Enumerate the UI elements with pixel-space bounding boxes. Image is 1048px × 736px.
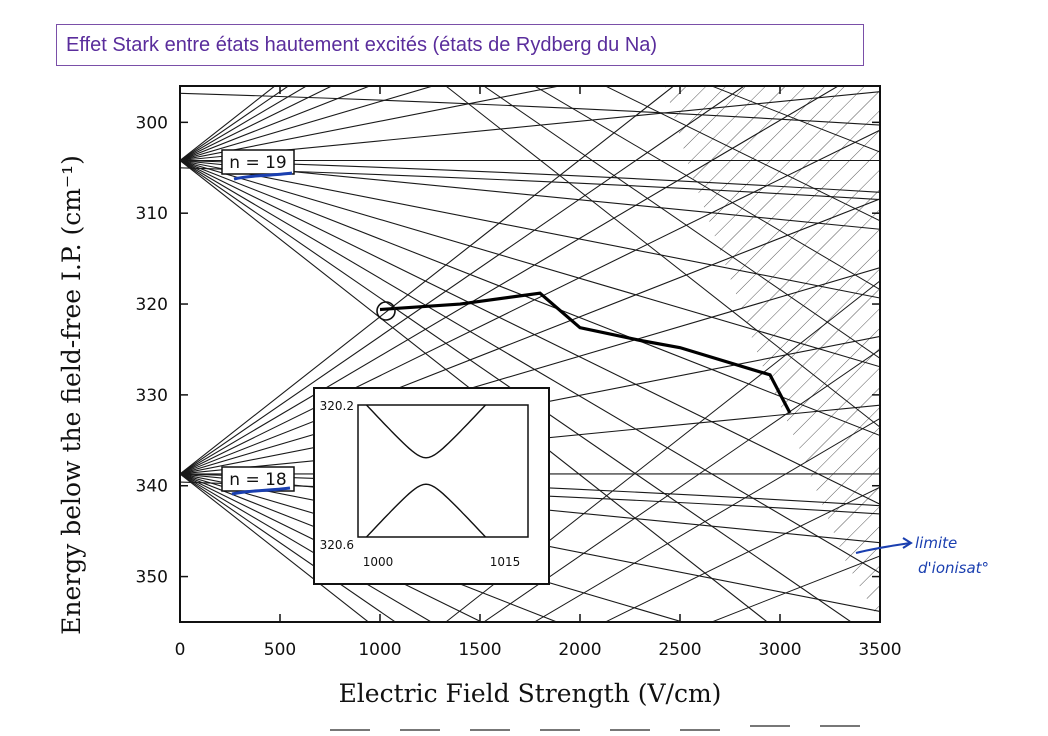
x-tick-label: 3000 — [758, 640, 801, 660]
slide-title: Effet Stark entre états hautement excité… — [56, 24, 864, 66]
inset-panel: 320.2 320.6 1000 1015 — [313, 387, 550, 585]
stark-level-n=19 — [180, 160, 880, 574]
stark-level-n=19 — [180, 91, 880, 162]
stark-level-n=19 — [180, 86, 372, 162]
stark-level-n=19 — [180, 86, 435, 162]
y-tick-label: 330 — [136, 386, 168, 406]
stark-level-n17 — [482, 349, 880, 622]
y-tick-label: 300 — [136, 113, 168, 133]
x-tick-label: 1000 — [358, 640, 401, 660]
label-n18: n = 18 — [221, 466, 295, 496]
label-n19: n = 19 — [221, 149, 295, 181]
stark-level-n=18 — [180, 86, 675, 475]
inset-x-tick-left: 1000 — [363, 555, 394, 569]
stark-level-n=19 — [180, 86, 308, 161]
stark-level-n20 — [180, 0, 880, 15]
stark-level-n20 — [482, 86, 880, 359]
stark-level-n=18 — [180, 473, 370, 622]
stark-level-n17 — [533, 417, 880, 622]
low-l-level — [180, 92, 880, 126]
x-tick-label: 0 — [175, 640, 186, 660]
highlighted-adiabatic-path — [379, 291, 792, 414]
x-tick-label: 2500 — [658, 640, 701, 660]
y-tick-label: 350 — [136, 568, 168, 588]
x-axis-ticks: 0 500 1000 1500 2000 2500 3000 3500 — [175, 86, 902, 660]
x-tick-label: 500 — [264, 640, 296, 660]
stark-level-n=19 — [180, 159, 880, 437]
stark-level-n=18 — [180, 473, 433, 622]
svg-text:limite: limite — [915, 534, 957, 552]
stark-level-n=18 — [180, 86, 746, 475]
stark-level-n20 — [710, 86, 880, 153]
stark-level-n=18 — [180, 473, 483, 622]
underline-n19 — [233, 171, 293, 181]
stark-level-n=18 — [180, 267, 880, 475]
inset-lower-branch — [365, 483, 487, 537]
stark-level-n=18 — [180, 473, 559, 622]
stark-level-n17 — [710, 555, 880, 622]
underline-n18 — [231, 486, 291, 496]
crossing-marker — [376, 301, 396, 321]
plot-frame — [179, 85, 881, 623]
inset-avoided-crossing — [365, 405, 487, 537]
stark-level-n=18 — [180, 86, 840, 475]
x-tick-label: 2000 — [558, 640, 601, 660]
svg-text:n = 19: n = 19 — [229, 153, 286, 173]
stark-level-n17 — [604, 486, 880, 622]
stark-level-n=19 — [180, 86, 563, 162]
note-arrow — [855, 542, 911, 554]
x-tick-label: 3500 — [858, 640, 901, 660]
svg-text:d'ionisat°: d'ionisat° — [918, 559, 989, 577]
scan-artifacts — [330, 725, 860, 731]
stark-level-n=18 — [180, 198, 880, 475]
inset-x-tick-right: 1015 — [490, 555, 521, 569]
stark-level-n=19 — [180, 159, 880, 368]
stark-level-n=18 — [180, 473, 397, 622]
x-tick-label: 1500 — [458, 640, 501, 660]
stark-level-n20 — [604, 86, 880, 222]
stark-level-n20 — [445, 86, 880, 428]
y-tick-label: 320 — [136, 295, 168, 315]
inset-upper-branch — [365, 405, 487, 459]
y-tick-label: 310 — [136, 204, 168, 224]
ionization-limit-note: limite d'ionisat° — [855, 534, 989, 577]
x-axis-title: Electric Field Strength (V/cm) — [339, 679, 722, 708]
stark-level-n20 — [533, 86, 880, 291]
svg-text:n = 18: n = 18 — [229, 470, 286, 490]
y-tick-label: 340 — [136, 477, 168, 497]
stark-level-n=19 — [180, 86, 333, 161]
inset-frame — [357, 404, 529, 538]
stark-level-n=19 — [180, 160, 880, 505]
inset-y-tick-top: 320.2 — [320, 399, 354, 413]
y-axis-title: Energy below the field-free I.P. (cm⁻¹) — [57, 155, 86, 635]
stark-level-n=18 — [180, 129, 880, 475]
inset-y-tick-bottom: 320.6 — [320, 538, 354, 552]
stark-level-n=19 — [180, 159, 880, 299]
y-axis-ticks: 300 310 320 330 340 350 — [136, 113, 880, 588]
